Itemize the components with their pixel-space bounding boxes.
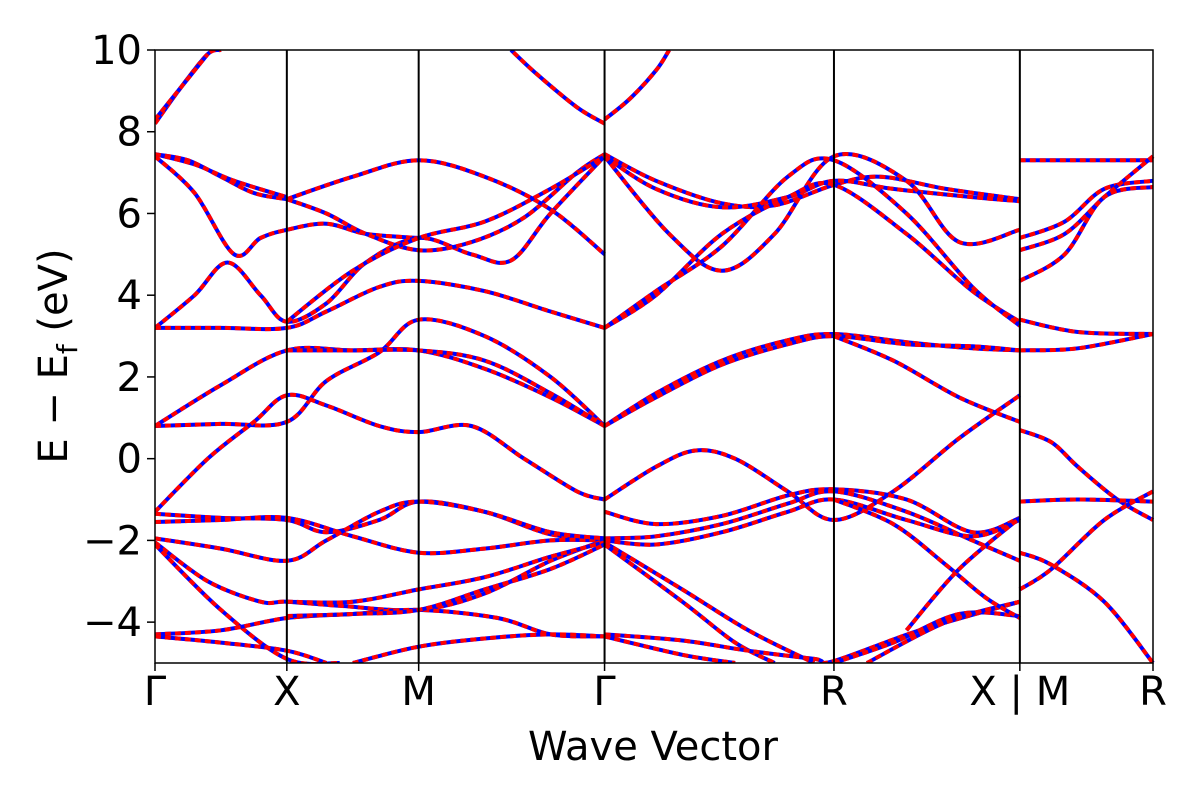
band-54 [1019,550,1155,663]
band-30 [603,156,1022,330]
band-50 [1019,317,1154,336]
band-50-dashed [1019,317,1154,336]
x-tick-label-1: X [273,669,300,715]
band-21 [286,540,606,605]
band-29 [603,181,1021,330]
y-tick-label-4: 4 [117,273,142,319]
band-51 [1019,332,1154,353]
y-tick-label-7: 10 [91,28,142,74]
band-42-dashed [833,610,1020,663]
band-29-dashed [603,181,1021,330]
high-symmetry-lines [285,50,1021,663]
band-12-dashed [286,347,606,428]
x-tick-label-6: R [1139,669,1167,715]
band-27-dashed [603,154,1020,210]
band-1 [155,52,210,121]
band-18-dashed [155,543,340,663]
band-44 [833,497,1021,620]
band-20-dashed [155,634,328,663]
band-7-dashed [286,152,606,253]
band-5 [155,154,607,330]
band-7 [286,152,606,253]
band-24 [509,50,606,126]
x-tick-label-0: Γ [144,669,167,715]
band-53 [1019,497,1154,504]
band-13-dashed [155,392,606,514]
band-55-dashed [1018,489,1155,592]
band-28-dashed [603,152,1021,273]
band-54-dashed [1019,550,1155,663]
band-45 [904,516,1022,632]
band-26-dashed [603,152,1021,210]
band-25-dashed [603,50,671,122]
band-55 [1018,489,1155,592]
band-13 [155,392,606,514]
band-32 [603,334,1020,428]
band-lines [155,50,1155,663]
y-axis: −4 −2 0 2 4 6 8 10 [83,28,155,646]
plot-frame [154,49,1154,664]
x-tick-label-2: M [401,669,436,715]
x-tick-label-5: X | M [969,669,1070,715]
band-28 [603,152,1021,273]
band-9 [285,154,606,324]
y-axis-title-unit: (eV) [31,248,77,344]
band-47 [1019,178,1154,240]
y-axis-title: E − Ef (eV) [31,248,84,463]
band-37 [604,497,1021,547]
band-8 [286,158,606,256]
band-39 [603,542,776,663]
band-41 [604,634,736,663]
x-axis-title: Wave Vector [528,724,779,770]
band-10-dashed [155,317,606,428]
y-tick-label-3: 2 [117,355,142,401]
band-44-dashed [833,497,1021,620]
x-axis: Γ X M Γ R X | M R [144,663,1167,715]
band-17 [155,538,606,613]
band-10 [155,317,606,428]
band-40-dashed [604,599,1021,663]
band-25 [603,50,671,122]
band-23-dashed [352,632,605,663]
band-20 [155,634,328,663]
band-12 [286,347,606,428]
y-tick-label-5: 6 [117,191,142,237]
band-23 [352,632,605,663]
band-52 [1019,428,1154,522]
band-6 [155,278,606,332]
y-tick-label-2: 0 [117,437,142,483]
band-43 [865,599,1021,663]
x-tick-label-3: Γ [593,669,616,715]
band-3 [155,152,288,200]
y-axis-title-main: E − E [31,354,77,464]
band-48 [1019,154,1155,253]
band-27 [603,154,1020,210]
band-11 [155,345,606,428]
band-16 [155,499,605,563]
y-tick-label-1: −2 [83,518,142,564]
x-tick-label-4: R [820,669,848,715]
band-34 [833,334,1021,424]
y-axis-title-subscript: f [51,343,84,354]
band-49 [1018,184,1154,283]
y-tick-label-0: −4 [83,600,142,646]
band-15 [155,514,605,556]
band-40 [604,599,1021,663]
y-tick-label-6: 8 [117,110,142,156]
band-0 [155,50,222,125]
band-22 [286,542,606,618]
band-35 [604,487,1021,535]
band-32-dashed [603,334,1020,428]
band-43-dashed [865,599,1021,663]
band-38-dashed [603,540,816,663]
